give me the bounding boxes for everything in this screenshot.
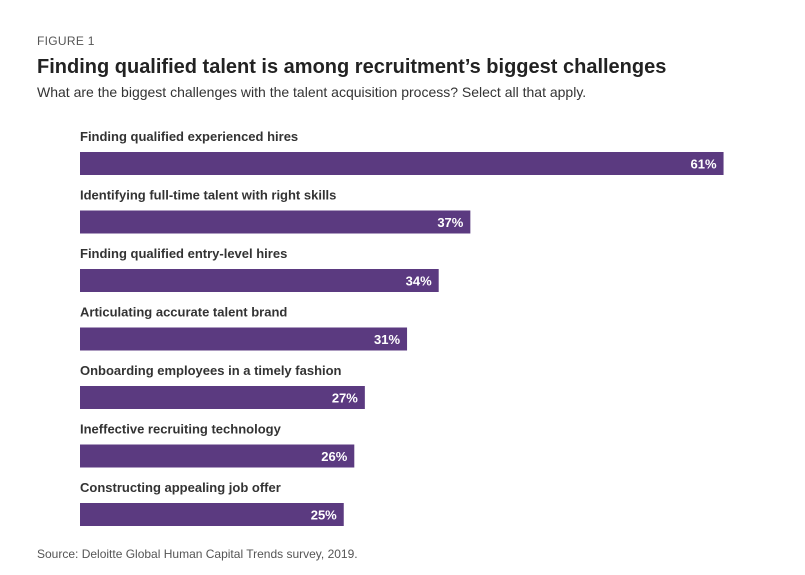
bar-value-label: 27%	[332, 391, 358, 406]
category-label: Constructing appealing job offer	[80, 480, 281, 495]
bar	[80, 210, 471, 234]
bar-value-label: 34%	[406, 274, 432, 289]
chart-subtitle: What are the biggest challenges with the…	[37, 84, 587, 100]
category-label: Finding qualified entry-level hires	[80, 246, 287, 261]
bar	[80, 327, 408, 351]
bar-value-label: 31%	[374, 332, 400, 347]
category-label: Finding qualified experienced hires	[80, 129, 298, 144]
category-label: Onboarding employees in a timely fashion	[80, 363, 342, 378]
bar	[80, 386, 365, 409]
category-label: Ineffective recruiting technology	[80, 422, 282, 437]
bar-value-label: 25%	[311, 508, 337, 523]
bar-value-label: 37%	[437, 215, 463, 230]
bar	[80, 444, 355, 468]
source-note: Source: Deloitte Global Human Capital Tr…	[37, 547, 358, 561]
bar	[80, 152, 724, 175]
figure-label: FIGURE 1	[37, 34, 95, 48]
chart-title: Finding qualified talent is among recrui…	[37, 56, 667, 78]
category-label: Identifying full-time talent with right …	[80, 188, 336, 203]
bar-value-label: 26%	[321, 449, 347, 464]
bar	[80, 503, 344, 526]
bar	[80, 269, 439, 292]
category-label: Articulating accurate talent brand	[80, 305, 287, 320]
bar-value-label: 61%	[691, 157, 717, 172]
